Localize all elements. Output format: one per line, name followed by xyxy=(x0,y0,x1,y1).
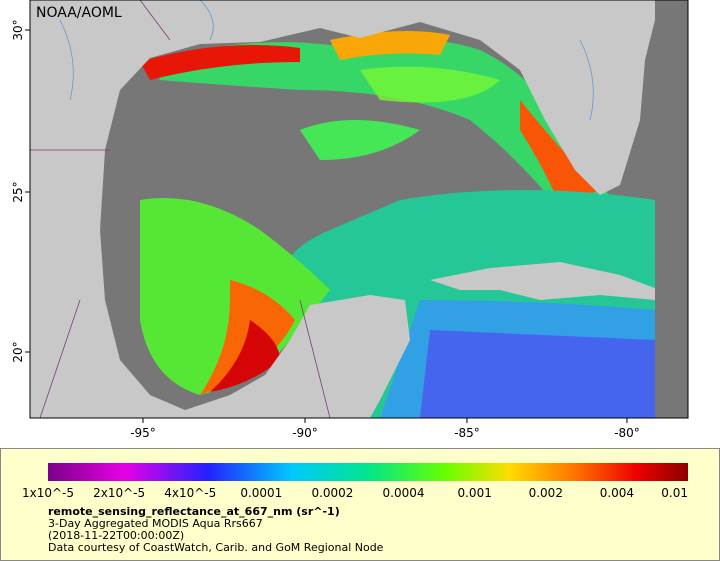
lon-label: -95° xyxy=(130,426,156,440)
colorbar-label: 1x10^-5 xyxy=(22,486,74,500)
colorbar-label: 0.001 xyxy=(457,486,491,500)
colorbar-label: 0.004 xyxy=(600,486,634,500)
colorbar-label: 0.0001 xyxy=(240,486,282,500)
lon-label: -90° xyxy=(292,426,318,440)
colorbar-label: 4x10^-5 xyxy=(164,486,216,500)
legend-line: 3-Day Aggregated MODIS Aqua Rrs667 xyxy=(48,517,263,530)
reflectance-patches xyxy=(140,31,655,418)
variable-name: remote_sensing_reflectance_at_667_nm (sr… xyxy=(48,505,340,518)
legend-line: Data courtesy of CoastWatch, Carib. and … xyxy=(48,541,384,554)
lat-label: 30° xyxy=(11,19,25,40)
colorbar-labels: 1x10^-5 2x10^-5 4x10^-5 0.0001 0.0002 0.0004 0… xyxy=(22,486,688,500)
lon-label: -85° xyxy=(454,426,480,440)
colorbar-label: 2x10^-5 xyxy=(93,486,145,500)
lat-label: 20° xyxy=(11,341,25,362)
lon-label: -80° xyxy=(614,426,640,440)
colorbar-label: 0.0004 xyxy=(383,486,425,500)
credit: NOAA/AOML xyxy=(36,5,122,21)
axes: -95° -90° -85° -80° 30° 25° 20° xyxy=(11,19,640,440)
rivers xyxy=(59,0,594,121)
land xyxy=(30,0,660,418)
lat-label: 25° xyxy=(11,181,25,202)
map xyxy=(30,0,688,418)
colorbar xyxy=(48,463,688,481)
map-frame xyxy=(29,0,689,419)
no-data-region xyxy=(655,0,688,418)
colorbar-label: 0.01 xyxy=(661,486,688,500)
borders xyxy=(30,0,331,418)
colorbar-label: 0.0002 xyxy=(311,486,353,500)
colorbar-label: 0.002 xyxy=(529,486,563,500)
land-cuba xyxy=(430,262,660,300)
legend-line: (2018-11-22T00:00:00Z) xyxy=(48,529,184,542)
